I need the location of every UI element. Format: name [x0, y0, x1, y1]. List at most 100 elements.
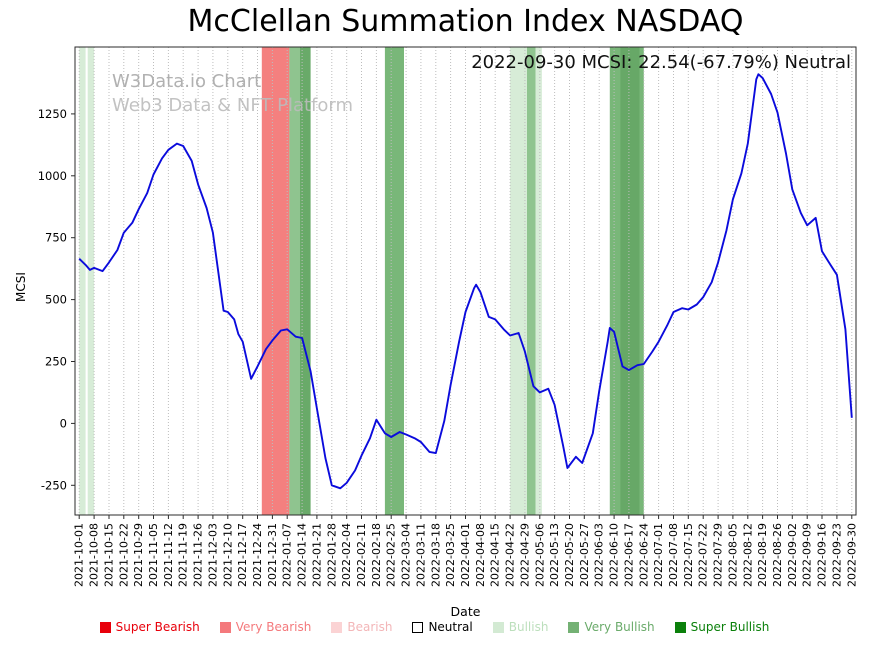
watermark: W3Data.io Chart Web3 Data & NFT Platform [112, 70, 353, 118]
signal-band [261, 47, 290, 515]
y-tick-label: 0 [60, 416, 67, 430]
watermark-line2: Web3 Data & NFT Platform [112, 95, 354, 116]
x-tick-label: 2022-03-04 [400, 523, 413, 587]
x-tick-label: 2022-05-27 [578, 523, 591, 587]
x-tick-label: 2021-11-05 [147, 523, 160, 587]
signal-band [510, 47, 528, 515]
x-tick-label: 2022-09-23 [830, 523, 843, 587]
x-tick-label: 2022-02-11 [355, 523, 368, 587]
x-tick-label: 2021-11-26 [192, 523, 205, 587]
x-tick-label: 2022-07-01 [652, 523, 665, 587]
x-tick-label: 2021-11-19 [177, 523, 190, 587]
signal-band [384, 47, 404, 515]
x-tick-label: 2022-08-19 [756, 523, 769, 587]
signal-band [87, 47, 95, 515]
x-tick-label: 2022-05-20 [563, 523, 576, 587]
legend-item: Neutral [412, 620, 473, 634]
mcsi-line [78, 73, 853, 490]
signal-band [535, 47, 542, 515]
x-tick-label: 2021-12-03 [206, 523, 219, 587]
x-tick-label: 2022-08-05 [726, 523, 739, 587]
legend-label: Super Bearish [115, 620, 200, 634]
x-tick-label: 2021-11-12 [162, 523, 175, 587]
legend-item: Bullish [492, 620, 549, 634]
x-tick-label: 2022-09-09 [801, 523, 814, 587]
x-tick-label: 2021-10-29 [132, 523, 145, 587]
x-tick-label: 2021-10-08 [88, 523, 101, 587]
x-tick-label: 2021-12-17 [236, 523, 249, 587]
x-tick-label: 2022-02-18 [370, 523, 383, 587]
legend-swatch [99, 621, 111, 633]
signal-band [527, 47, 536, 515]
legend-item: Super Bullish [674, 620, 770, 634]
legend-item: Very Bullish [568, 620, 655, 634]
legend-swatch [331, 621, 343, 633]
legend-label: Super Bullish [690, 620, 770, 634]
x-tick-label: 2022-02-04 [340, 523, 353, 587]
x-tick-label: 2022-06-17 [622, 523, 635, 587]
x-axis-ticks: 2021-10-01 2021-10-08 2021-10-15 2021-10-22… [73, 515, 858, 587]
x-tick-label: 2022-06-03 [593, 523, 606, 587]
x-axis-label: Date [450, 604, 481, 619]
x-tick-label: 2022-07-29 [712, 523, 725, 587]
signal-band [620, 47, 640, 515]
x-tick-label: 2022-05-06 [533, 523, 546, 587]
x-tick-label: 2021-10-01 [73, 523, 86, 587]
x-tick-label: 2021-10-15 [103, 523, 116, 587]
legend-swatch [219, 621, 231, 633]
x-tick-label: 2022-01-21 [310, 523, 323, 587]
legend-label: Very Bullish [584, 620, 655, 634]
x-tick-label: 2022-01-14 [296, 523, 309, 587]
x-tick-label: 2022-08-26 [771, 523, 784, 587]
y-tick-label: 1000 [38, 169, 67, 183]
x-tick-label: 2022-04-22 [504, 523, 517, 587]
y-tick-label: 1250 [38, 107, 67, 121]
y-tick-label: 250 [45, 355, 67, 369]
y-axis-ticks: -250 0 250 500 750 1000 1250 [38, 107, 75, 492]
y-tick-label: 750 [45, 231, 67, 245]
x-tick-label: 2022-04-08 [474, 523, 487, 587]
legend-swatch [412, 621, 424, 633]
legend-label: Bullish [508, 620, 549, 634]
legend-label: Very Bearish [235, 620, 312, 634]
signal-band [79, 47, 86, 515]
x-tick-label: 2022-07-15 [682, 523, 695, 587]
latest-value-annotation: 2022-09-30 MCSI: 22.54(-67.79%) Neutral [471, 52, 851, 73]
legend-swatch [674, 621, 686, 633]
x-tick-label: 2022-04-29 [518, 523, 531, 587]
x-tick-label: 2022-04-15 [489, 523, 502, 587]
x-tick-label: 2022-09-02 [786, 523, 799, 587]
watermark-line1: W3Data.io Chart [112, 71, 262, 92]
x-tick-label: 2022-08-12 [741, 523, 754, 587]
y-axis-label: MCSI [14, 272, 28, 302]
x-tick-label: 2022-07-08 [667, 523, 680, 587]
legend-item: Very Bearish [219, 620, 312, 634]
x-tick-label: 2021-10-22 [117, 523, 130, 587]
x-tick-label: 2022-06-10 [608, 523, 621, 587]
y-tick-label: -250 [41, 478, 67, 492]
x-tick-label: 2022-09-16 [816, 523, 829, 587]
y-tick-label: 500 [45, 293, 67, 307]
chart-title: McClellan Summation Index NASDAQ [187, 4, 744, 39]
x-tick-label: 2021-12-31 [266, 523, 279, 587]
x-tick-label: 2022-03-18 [429, 523, 442, 587]
x-tick-label: 2022-07-22 [697, 523, 710, 587]
signal-band [300, 47, 311, 515]
legend-item: Super Bearish [99, 620, 200, 634]
signal-band [289, 47, 300, 515]
legend: Super Bearish Very Bearish Bearish Neutral B… [0, 620, 869, 634]
legend-swatch [492, 621, 504, 633]
x-tick-label: 2022-01-07 [281, 523, 294, 587]
x-tick-label: 2022-01-28 [325, 523, 338, 587]
gridlines [78, 47, 853, 515]
legend-label: Bearish [347, 620, 393, 634]
x-tick-label: 2021-12-24 [251, 523, 264, 587]
x-tick-label: 2022-03-25 [444, 523, 457, 587]
x-tick-label: 2022-03-11 [414, 523, 427, 587]
x-tick-label: 2022-05-13 [548, 523, 561, 587]
x-tick-label: 2022-06-24 [637, 523, 650, 587]
legend-swatch [568, 621, 580, 633]
legend-item: Bearish [331, 620, 392, 634]
